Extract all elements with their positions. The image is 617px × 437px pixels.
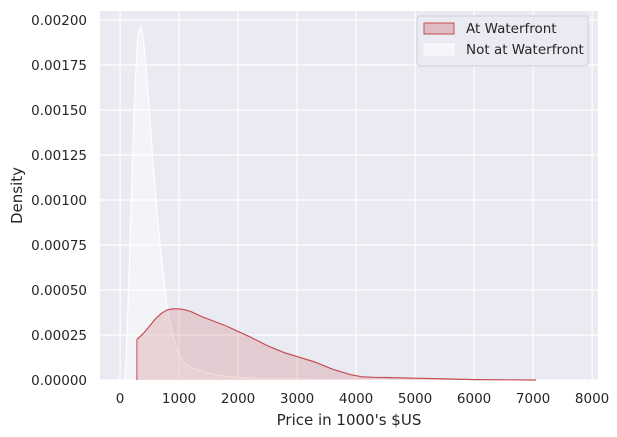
- y-tick-label: 0.00050: [31, 283, 87, 299]
- x-tick-label: 7000: [516, 391, 550, 407]
- plot-area-background: [100, 11, 598, 380]
- y-tick-label: 0.00150: [31, 103, 87, 119]
- x-tick-label: 6000: [457, 391, 491, 407]
- x-axis-label: Price in 1000's $US: [277, 411, 422, 429]
- legend-swatch-not-at-waterfront: [423, 43, 455, 56]
- legend-item-not-at-waterfront: Not at Waterfront: [423, 42, 584, 58]
- x-tick-label: 5000: [398, 391, 432, 407]
- series-area-at-waterfront: [136, 308, 536, 380]
- series-line-at-waterfront: [136, 308, 537, 381]
- x-gridlines: [119, 11, 593, 380]
- x-tick-label: 4000: [339, 391, 373, 407]
- y-tick-label: 0.00125: [31, 148, 87, 164]
- x-tick-label: 0: [116, 391, 125, 407]
- legend-item-at-waterfront: At Waterfront: [423, 21, 557, 37]
- x-tick-label: 8000: [575, 391, 609, 407]
- y-tick-label: 0.00200: [31, 13, 87, 29]
- legend-swatch-at-waterfront: [423, 22, 455, 35]
- series-area-not-at-waterfront: [124, 27, 575, 380]
- legend-box: [416, 15, 589, 67]
- x-tick-label: 1000: [162, 391, 196, 407]
- legend: At Waterfront Not at Waterfront: [416, 15, 589, 67]
- x-tick-labels: 0 1000 2000 3000 4000 5000 6000 7000 8000: [116, 391, 610, 407]
- y-tick-label: 0.00000: [31, 373, 87, 389]
- y-tick-label: 0.00100: [31, 193, 87, 209]
- legend-label-not-at-waterfront: Not at Waterfront: [466, 42, 584, 58]
- x-tick-label: 2000: [221, 391, 255, 407]
- series-line-not-at-waterfront: [123, 25, 575, 381]
- y-tick-label: 0.00175: [31, 58, 87, 74]
- y-axis-label: Density: [8, 167, 26, 224]
- x-tick-label: 3000: [280, 391, 314, 407]
- legend-label-at-waterfront: At Waterfront: [466, 21, 557, 37]
- y-tick-label: 0.00075: [31, 238, 87, 254]
- series-layer: [123, 25, 575, 381]
- y-tick-labels: 0.00000 0.00025 0.00050 0.00075 0.00100 0.001…: [31, 13, 87, 389]
- y-tick-label: 0.00025: [31, 328, 87, 344]
